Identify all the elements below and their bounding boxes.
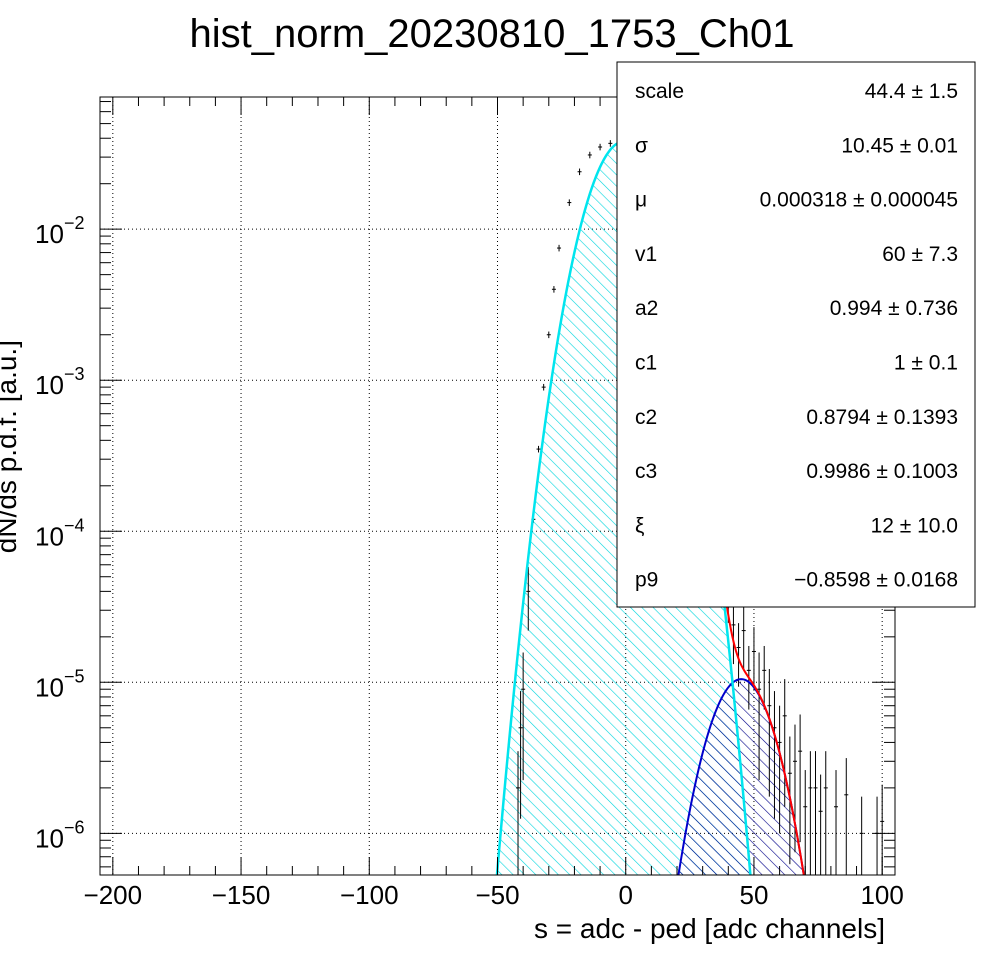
y-tick-label-exponent: −2 [64, 213, 85, 233]
stats-param-value: 0.8794 ± 0.1393 [806, 406, 958, 429]
stats-param-value: 10.45 ± 0.01 [841, 134, 958, 157]
stats-param-name: scale [635, 80, 684, 103]
histogram-point [808, 751, 813, 875]
histogram-point [767, 668, 772, 797]
stats-param-name: c1 [635, 352, 657, 375]
stats-param-name: σ [635, 134, 648, 157]
histogram-point [741, 606, 746, 670]
stats-param-name: c2 [635, 406, 657, 429]
histogram-point [813, 751, 818, 875]
histogram-point [567, 199, 572, 206]
y-tick-label-exponent: −3 [64, 364, 85, 384]
histogram-point [541, 383, 546, 391]
y-tick-label-exponent: −6 [64, 817, 85, 837]
stats-box: scale 44.4 ± 1.5 σ 10.45 ± 0.01 μ 0.000318 ± … [616, 61, 976, 608]
y-tick-labels: 10−610−510−410−310−2 [35, 213, 85, 853]
y-tick-label-exponent: −4 [64, 515, 85, 535]
histogram-point [736, 623, 741, 687]
stats-param-value: 12 ± 10.0 [871, 514, 958, 537]
histogram-point [587, 151, 592, 159]
histogram-point [551, 286, 556, 293]
x-tick-label: −150 [212, 880, 271, 910]
x-tick-label: −100 [340, 880, 399, 910]
x-tick-labels: −200 −150 −100 −50 0 50 100 [84, 880, 904, 910]
histogram-point [757, 652, 762, 781]
y-tick-label: 10 [35, 521, 64, 551]
stats-param-name: ξ [635, 514, 644, 537]
histogram-point [557, 244, 562, 252]
histogram-point [798, 714, 803, 843]
stats-param-value: −0.8598 ± 0.0168 [794, 569, 958, 592]
x-axis-label: s = adc - ped [adc channels] [534, 913, 885, 944]
stats-param-name: v1 [635, 243, 657, 266]
histogram-point [608, 140, 613, 147]
histogram-point [536, 445, 541, 453]
y-tick-label: 10 [35, 219, 64, 249]
histogram-point [731, 600, 736, 665]
histogram-point [762, 645, 767, 710]
histogram-point [526, 566, 531, 631]
stats-param-value: 0.994 ± 0.736 [830, 297, 958, 320]
stats-rows: scale 44.4 ± 1.5 σ 10.45 ± 0.01 μ 0.000318 ± … [635, 80, 958, 592]
signal-curve [677, 678, 805, 875]
y-tick-label: 10 [35, 370, 64, 400]
histogram-point [834, 770, 839, 875]
stats-param-value: 1 ± 0.1 [894, 352, 958, 375]
stats-param-name: c3 [635, 460, 657, 483]
y-tick-label: 10 [35, 823, 64, 853]
histogram-point [518, 691, 523, 819]
stats-param-name: μ [635, 189, 647, 212]
histogram-point [546, 331, 551, 339]
y-tick-label-exponent: −5 [64, 666, 85, 686]
stats-box-frame [616, 61, 976, 608]
histogram-point [577, 168, 582, 176]
histogram-point [521, 652, 526, 781]
histogram-point [751, 627, 756, 691]
histogram-points [516, 138, 885, 875]
y-tick-label: 10 [35, 672, 64, 702]
stats-param-value: 0.9986 ± 0.1003 [806, 460, 958, 483]
histogram-point [844, 758, 849, 875]
x-tick-label: 50 [739, 880, 768, 910]
histogram-point [598, 143, 603, 151]
histogram-point [818, 774, 823, 875]
histogram-point [803, 770, 808, 875]
stats-param-value: 60 ± 7.3 [882, 243, 958, 266]
x-tick-label: 0 [618, 880, 632, 910]
histogram-point [516, 751, 521, 875]
stats-param-name: a2 [635, 297, 658, 320]
histogram-point [880, 784, 885, 875]
histogram-point [792, 724, 797, 853]
y-axis-label: dN/ds p.d.f. [a.u.] [0, 340, 22, 553]
stats-param-value: 44.4 ± 1.5 [865, 80, 958, 103]
histogram-point [782, 679, 787, 807]
x-tick-label: 100 [860, 880, 903, 910]
x-tick-label: −200 [84, 880, 143, 910]
stats-param-name: p9 [635, 569, 658, 592]
stats-param-value: 0.000318 ± 0.000045 [760, 189, 958, 212]
histogram-point [777, 705, 782, 834]
x-tick-label: −50 [475, 880, 519, 910]
histogram-point [823, 751, 828, 875]
chart-title: hist_norm_20230810_1753_Ch01 [190, 12, 795, 56]
histogram-point [859, 796, 864, 875]
